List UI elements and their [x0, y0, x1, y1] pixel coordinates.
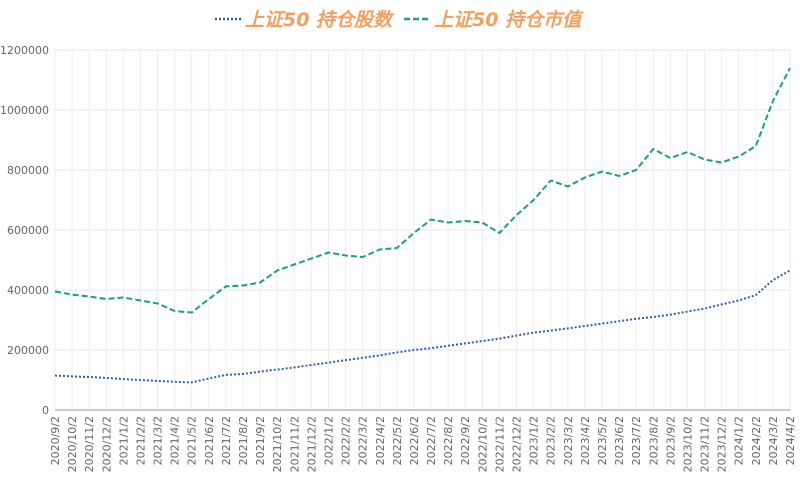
- series-line: [54, 67, 791, 314]
- x-tick-label: 2022/6/2: [408, 416, 421, 465]
- x-tick-label: 2020/12/2: [100, 416, 113, 472]
- x-tick-label: 2021/8/2: [237, 416, 250, 465]
- x-tick-label: 2020/11/2: [83, 416, 96, 472]
- x-tick-label: 2023/1/2: [528, 416, 541, 465]
- x-tick-label: 2021/12/2: [305, 416, 318, 472]
- x-tick-label: 2021/4/2: [169, 416, 182, 465]
- x-tick-label: 2024/1/2: [733, 416, 746, 465]
- x-tick-label: 2023/6/2: [613, 416, 626, 465]
- legend-label: 上证50 持仓市值: [434, 9, 584, 31]
- x-tick-label: 2022/11/2: [493, 416, 506, 472]
- x-tick-label: 2021/9/2: [254, 416, 267, 465]
- y-tick-label: 0: [42, 404, 49, 417]
- x-tick-label: 2022/12/2: [511, 416, 524, 472]
- x-tick-label: 2023/5/2: [596, 416, 609, 465]
- x-tick-label: 2023/12/2: [716, 416, 729, 472]
- x-tick-label: 2021/5/2: [186, 416, 199, 465]
- x-tick-label: 2023/11/2: [699, 416, 712, 472]
- x-tick-label: 2021/2/2: [134, 416, 147, 465]
- y-tick-label: 200000: [7, 344, 49, 357]
- x-tick-label: 2023/7/2: [630, 416, 643, 465]
- x-tick-label: 2021/1/2: [117, 416, 130, 465]
- x-tick-label: 2023/4/2: [579, 416, 592, 465]
- x-tick-label: 2024/2/2: [750, 416, 763, 465]
- series-line: [54, 269, 791, 384]
- legend-label: 上证50 持仓股数: [245, 9, 395, 31]
- y-tick-label: 400000: [7, 284, 49, 297]
- x-tick-label: 2022/4/2: [374, 416, 387, 465]
- y-tick-label: 1000000: [0, 104, 49, 117]
- x-tick-label: 2022/10/2: [476, 416, 489, 472]
- x-tick-label: 2022/2/2: [340, 416, 353, 465]
- x-tick-label: 2022/3/2: [357, 416, 370, 465]
- x-tick-label: 2021/3/2: [152, 416, 165, 465]
- x-tick-label: 2023/8/2: [647, 416, 660, 465]
- x-tick-label: 2022/1/2: [322, 416, 335, 465]
- x-tick-label: 2022/8/2: [442, 416, 455, 465]
- x-tick-label: 2021/7/2: [220, 416, 233, 465]
- x-tick-label: 2021/11/2: [288, 416, 301, 472]
- x-tick-label: 2020/9/2: [49, 416, 62, 465]
- x-tick-label: 2024/4/2: [784, 416, 797, 465]
- y-tick-label: 1200000: [0, 44, 49, 57]
- x-tick-label: 2022/5/2: [391, 416, 404, 465]
- x-tick-label: 2023/3/2: [562, 416, 575, 465]
- x-tick-label: 2021/10/2: [271, 416, 284, 472]
- x-tick-label: 2023/2/2: [545, 416, 558, 465]
- x-tick-label: 2022/9/2: [459, 416, 472, 465]
- y-tick-label: 600000: [7, 224, 49, 237]
- y-tick-label: 800000: [7, 164, 49, 177]
- x-tick-label: 2023/9/2: [664, 416, 677, 465]
- x-tick-label: 2022/7/2: [425, 416, 438, 465]
- x-tick-label: 2021/6/2: [203, 416, 216, 465]
- x-tick-label: 2023/10/2: [681, 416, 694, 472]
- x-tick-label: 2024/3/2: [767, 416, 780, 465]
- x-tick-label: 2020/10/2: [66, 416, 79, 472]
